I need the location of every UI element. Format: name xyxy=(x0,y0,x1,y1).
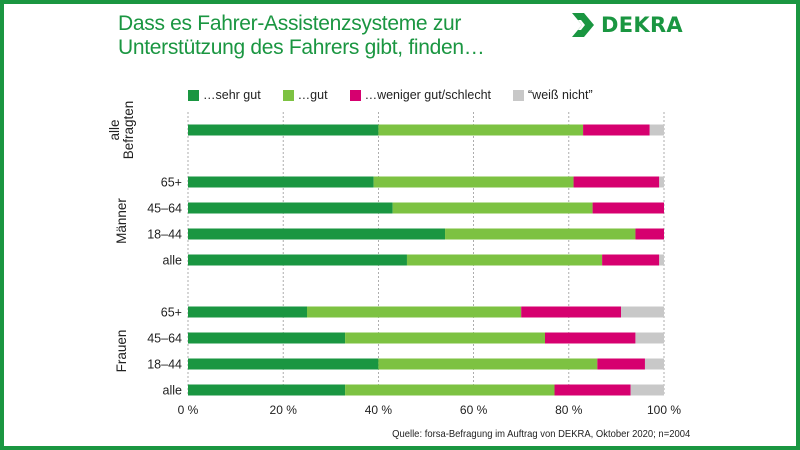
x-tick-label: 100 % xyxy=(647,403,681,417)
bar-segment xyxy=(521,306,622,318)
group-label: Frauen xyxy=(114,330,129,373)
bar-segment xyxy=(592,202,664,214)
legend-label-gut: …gut xyxy=(297,88,328,102)
bar-segment xyxy=(659,176,664,188)
bar-segment xyxy=(378,124,584,136)
bar-segment xyxy=(378,358,598,370)
legend-item-sehr-gut: …sehr gut xyxy=(188,88,261,102)
legend-label-weniger: …weniger gut/schlecht xyxy=(364,88,492,102)
legend-swatch-weniger xyxy=(349,89,361,101)
bar-segment xyxy=(597,358,645,370)
bar-segment xyxy=(545,332,636,344)
chart-title-line-1: Dass es Fahrer-Assistenzsysteme zur xyxy=(118,12,462,35)
x-tick-label: 80 % xyxy=(555,403,583,417)
bar-segment xyxy=(649,124,664,136)
row-label: alle xyxy=(163,254,183,268)
legend-item-weniger: …weniger gut/schlecht xyxy=(349,88,492,102)
bar-segment xyxy=(188,202,393,214)
bar-segment xyxy=(188,358,379,370)
bar-segment xyxy=(373,176,574,188)
bar-segment xyxy=(307,306,522,318)
bar-segment xyxy=(188,228,446,240)
bar-segment xyxy=(659,254,664,266)
row-label: 65+ xyxy=(161,306,182,320)
bar-segment xyxy=(345,384,555,396)
chart-legend: …sehr gut …gut …weniger gut/schlecht “we… xyxy=(188,87,615,103)
bar-segment xyxy=(573,176,660,188)
legend-swatch-gut xyxy=(282,89,294,101)
legend-label-weiss-nicht: “weiß nicht” xyxy=(528,88,593,102)
row-label: 45–64 xyxy=(147,202,182,216)
chart-title-line-2: Unterstützung des Fahrers gibt, finden… xyxy=(118,36,485,59)
group-label: Männer xyxy=(114,198,129,244)
legend-label-sehr-gut: …sehr gut xyxy=(203,88,261,102)
bar-segment xyxy=(602,254,660,266)
legend-item-weiss-nicht: “weiß nicht” xyxy=(513,88,593,102)
bar-segment xyxy=(188,124,379,136)
row-label: 18–44 xyxy=(147,358,182,372)
bar-segment xyxy=(392,202,593,214)
row-label: 45–64 xyxy=(147,332,182,346)
row-label: 18–44 xyxy=(147,228,182,242)
legend-swatch-sehr-gut xyxy=(188,89,199,101)
group-label: Befragten xyxy=(121,101,136,160)
row-label: 65+ xyxy=(161,176,182,190)
bar-segment xyxy=(188,254,407,266)
bar-segment xyxy=(644,358,664,370)
bar-segment xyxy=(188,306,307,318)
bar-segment xyxy=(554,384,631,396)
row-label: alle xyxy=(163,384,183,398)
dekra-chevron-icon xyxy=(572,13,594,37)
bar-segment xyxy=(583,124,650,136)
bar-segment xyxy=(621,306,664,318)
bar-segment xyxy=(445,228,636,240)
x-tick-label: 60 % xyxy=(460,403,488,417)
source-note: Quelle: forsa-Befragung im Auftrag von D… xyxy=(391,428,690,440)
bar-segment xyxy=(188,384,346,396)
bar-segment xyxy=(635,332,664,344)
bar-segment xyxy=(406,254,603,266)
bar-segment xyxy=(345,332,545,344)
x-tick-label: 20 % xyxy=(270,403,298,417)
bar-segment xyxy=(635,228,664,240)
bar-segment xyxy=(188,332,346,344)
x-tick-label: 0 % xyxy=(178,403,199,417)
legend-swatch-weiss-nicht xyxy=(513,89,525,101)
dekra-logo-text: DEKRA xyxy=(601,13,683,37)
bar-segment xyxy=(188,176,374,188)
x-tick-label: 40 % xyxy=(365,403,393,417)
dekra-logo: DEKRA xyxy=(570,10,690,40)
chart-title: Dass es Fahrer-Assistenzsysteme zur Unte… xyxy=(118,12,558,60)
bar-segment xyxy=(630,384,664,396)
group-label: alle xyxy=(107,119,122,140)
legend-item-gut: …gut xyxy=(282,88,328,102)
